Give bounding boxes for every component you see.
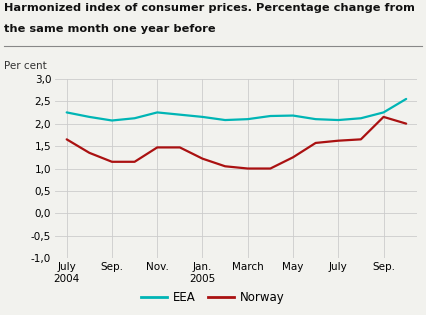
Text: Per cent: Per cent: [4, 61, 47, 71]
Legend: EEA, Norway: EEA, Norway: [137, 287, 289, 309]
Text: the same month one year before: the same month one year before: [4, 24, 216, 34]
Text: Harmonized index of consumer prices. Percentage change from: Harmonized index of consumer prices. Per…: [4, 3, 415, 13]
